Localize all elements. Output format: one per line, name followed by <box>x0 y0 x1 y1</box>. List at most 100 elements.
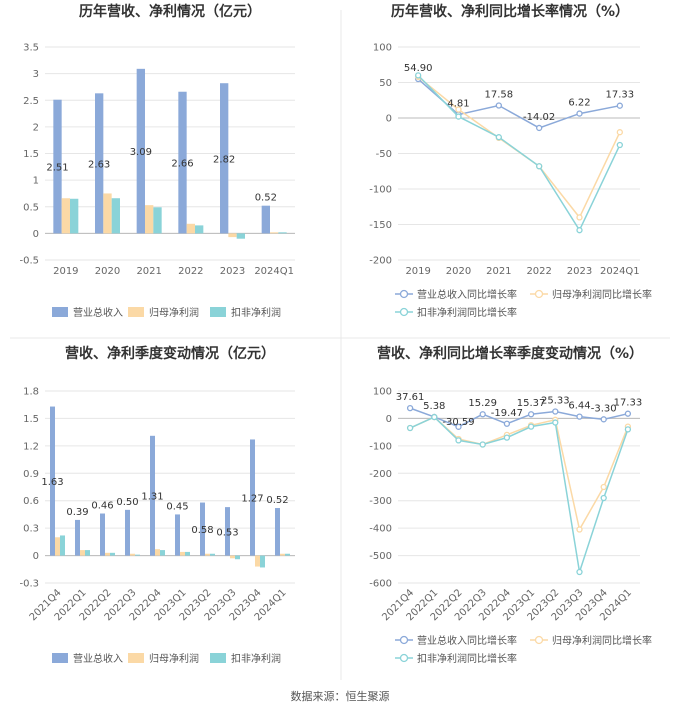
legend-swatch <box>210 307 226 317</box>
bar-net-profit <box>155 549 160 556</box>
chart-title: 营收、净利季度变动情况（亿元） <box>65 345 275 362</box>
bar-deducted-profit <box>110 552 115 556</box>
bar-revenue <box>250 439 255 556</box>
series-line <box>409 416 629 573</box>
bar-revenue <box>200 502 205 556</box>
legend-label: 扣非净利润同比增长率 <box>417 652 517 665</box>
data-point <box>479 441 486 448</box>
y-tick-label: 100 <box>373 387 392 398</box>
chart-title: 营收、净利同比增长率季度变动情况（%） <box>377 345 643 362</box>
line-value-label: 37.61 <box>396 392 425 403</box>
legend-swatch <box>128 653 144 663</box>
bar-revenue <box>75 519 80 556</box>
data-point <box>616 129 623 136</box>
y-tick-label: -400 <box>369 524 392 535</box>
data-point <box>536 124 543 132</box>
line-value-label: 17.33 <box>614 398 643 409</box>
bar-net-profit <box>145 205 154 234</box>
legend-marker <box>399 289 409 299</box>
bar-net-profit <box>105 552 110 556</box>
x-tick-label: 2022 <box>526 266 551 277</box>
legend-label: 归母净利润同比增长率 <box>552 288 652 301</box>
x-tick-label: 2019 <box>405 266 430 277</box>
x-tick-label: 2021 <box>136 266 161 277</box>
bar-value-label: 0.52 <box>266 495 288 506</box>
bar-value-label: 1.27 <box>241 494 263 505</box>
data-point <box>616 141 623 149</box>
bar-net-profit <box>61 198 70 234</box>
bar-value-label: 2.63 <box>88 159 110 170</box>
data-point <box>455 437 462 444</box>
chart-title: 历年营收、净利同比增长率情况（%） <box>391 3 629 20</box>
legend-label: 营业总收入同比增长率 <box>417 634 517 647</box>
bar-revenue <box>261 205 270 234</box>
y-tick-label: -600 <box>369 579 392 590</box>
y-tick-label: -200 <box>369 256 392 267</box>
bar-deducted-profit <box>60 535 65 556</box>
y-tick-label: 3.5 <box>23 43 39 54</box>
y-tick-label: 0.5 <box>23 202 39 213</box>
bar-deducted-profit <box>278 232 287 234</box>
legend-swatch <box>52 653 68 663</box>
bar-value-label: 0.45 <box>166 501 188 512</box>
bar-net-profit <box>80 550 85 556</box>
data-source-footer: 数据来源：恒生聚源 <box>291 689 390 703</box>
bar-deducted-profit <box>260 555 265 568</box>
y-tick-label: 50 <box>379 78 392 89</box>
bar-value-label: 0.46 <box>91 501 113 512</box>
bar-value-label: 0.39 <box>66 507 88 518</box>
legend-label: 扣非净利润同比增长率 <box>417 306 517 319</box>
bar-net-profit <box>130 553 135 556</box>
line-value-label: 6.44 <box>568 401 590 412</box>
bar-value-label: 2.66 <box>171 159 193 170</box>
data-point <box>455 423 462 430</box>
legend-marker <box>534 289 544 299</box>
legend-label: 营业总收入 <box>73 306 123 319</box>
y-tick-label: 0 <box>33 551 39 562</box>
bar-value-label: 1.63 <box>41 477 63 488</box>
y-tick-label: 1.5 <box>23 149 39 160</box>
y-tick-label: 3 <box>33 69 39 80</box>
legend-marker <box>399 653 409 663</box>
bar-revenue <box>178 91 187 234</box>
data-point <box>576 526 583 533</box>
bar-net-profit <box>180 551 185 556</box>
annual-growth-rate-chart: 历年营收、净利同比增长率情况（%） 100 50 0 -50 -100 -150 -200 20… <box>369 3 652 319</box>
data-point <box>415 72 422 79</box>
y-tick-label: -300 <box>369 496 392 507</box>
bar-value-label: 2.51 <box>46 163 68 174</box>
x-tick-label: 2023 <box>567 266 592 277</box>
line-value-label: 54.90 <box>404 63 433 74</box>
data-point <box>527 423 535 430</box>
data-point <box>552 419 559 426</box>
legend-label: 营业总收入 <box>73 652 123 665</box>
x-tick-label: 2020 <box>95 266 120 277</box>
bar-deducted-profit <box>135 554 140 556</box>
line-value-label: 25.33 <box>541 395 570 406</box>
legend-marker <box>534 635 544 645</box>
y-tick-label: 1.8 <box>23 387 39 398</box>
bar-revenue <box>275 508 280 556</box>
data-point <box>503 420 511 427</box>
data-point <box>576 214 583 221</box>
bar-net-profit <box>255 555 260 567</box>
y-tick-label: 2.5 <box>23 96 39 107</box>
bar-revenue <box>136 68 145 234</box>
data-point <box>495 102 502 109</box>
bar-revenue <box>175 514 180 556</box>
bar-value-label: 0.50 <box>116 497 138 508</box>
bar-value-label: 0.58 <box>191 525 213 536</box>
line-value-label: 15.37 <box>517 398 546 409</box>
y-tick-label: 1.2 <box>23 441 39 452</box>
y-tick-label: 0 <box>386 414 392 425</box>
data-point <box>600 416 607 423</box>
legend-label: 归母净利润 <box>149 652 199 665</box>
bar-revenue <box>220 83 229 234</box>
data-point <box>576 413 583 420</box>
y-tick-label: -0.3 <box>19 579 39 590</box>
y-tick-label: 0 <box>386 114 392 125</box>
y-tick-label: -50 <box>376 149 392 160</box>
legend-label: 归母净利润 <box>149 306 199 319</box>
legend-swatch <box>128 307 144 317</box>
